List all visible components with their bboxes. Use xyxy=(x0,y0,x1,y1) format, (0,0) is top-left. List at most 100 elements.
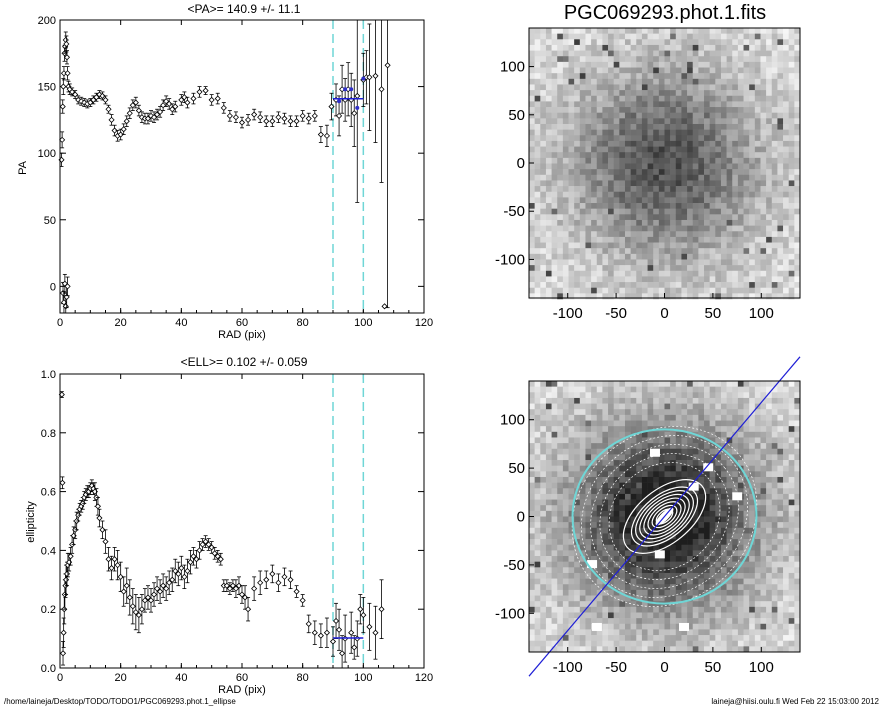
fits-image-pixel xyxy=(698,123,705,130)
fits-image-pixel xyxy=(658,84,665,91)
fits-image-pixel xyxy=(783,225,790,232)
ellipse-overlay-pixel xyxy=(602,465,609,472)
ellipse-overlay-pixel xyxy=(613,420,620,427)
fits-image-pixel xyxy=(664,157,671,164)
fits-image-pixel xyxy=(596,219,603,226)
fits-image-pixel xyxy=(692,214,699,221)
ellipse-overlay-pixel xyxy=(562,499,569,506)
ellipse-overlay-pixel xyxy=(675,595,682,602)
fits-image-pixel xyxy=(534,140,541,147)
ellipse-overlay-pixel xyxy=(529,460,535,466)
pa-point xyxy=(293,118,300,125)
fits-image-pixel xyxy=(596,84,603,91)
fits-image-pixel xyxy=(608,169,614,176)
fits-image-pixel xyxy=(698,101,705,108)
fits-image-pixel xyxy=(675,101,682,108)
fits-image-pixel xyxy=(579,180,586,187)
ellipse-overlay-pixel xyxy=(574,623,581,630)
fits-image-pixel xyxy=(540,197,547,204)
ellipse-overlay-pixel xyxy=(551,646,558,653)
fits-image-pixel xyxy=(749,253,756,260)
fits-image-pixel xyxy=(794,231,801,238)
fits-image-pixel xyxy=(732,287,739,294)
fits-image-pixel xyxy=(647,78,654,85)
ellipse-overlay-pixel xyxy=(562,595,569,602)
ellipse-overlay-pixel xyxy=(670,465,677,472)
fits-image-pixel xyxy=(574,163,581,170)
fits-image-pixel xyxy=(529,214,535,221)
fits-image-pixel xyxy=(562,101,569,108)
ellipse-overlay-pixel xyxy=(664,403,671,410)
ellipticity-point xyxy=(238,591,246,598)
fits-image-pixel xyxy=(591,197,598,204)
ellipse-overlay-pixel xyxy=(715,612,722,619)
fits-image-pixel xyxy=(608,33,614,40)
ellipticity-xtick-label: 20 xyxy=(115,672,127,684)
fits-image-pixel xyxy=(675,174,682,181)
fits-image-pixel xyxy=(754,197,761,204)
fits-image-pixel xyxy=(647,135,654,142)
fits-image-pixel xyxy=(636,90,643,97)
ellipse-overlay-pixel xyxy=(579,556,586,562)
fits-image-pixel xyxy=(788,287,795,294)
fits-image-pixel xyxy=(720,101,727,108)
fits-image-pixel xyxy=(619,118,626,125)
ellipse-overlay-pixel xyxy=(613,460,620,466)
ellipse-overlay-pixel xyxy=(608,539,614,546)
fits-image-pixel xyxy=(788,276,795,283)
fits-image-pixel xyxy=(636,180,643,187)
ellipse-overlay-pixel xyxy=(596,431,603,438)
ellipse-overlay-pixel xyxy=(630,420,637,427)
ellipse-overlay-pixel xyxy=(720,454,727,461)
ellipse-overlay-pixel xyxy=(692,578,699,585)
ellipse-overlay-pixel xyxy=(602,646,609,653)
ellipse-overlay-pixel xyxy=(596,392,603,399)
fits-image-pixel xyxy=(760,282,767,289)
ellipse-overlay-pixel xyxy=(534,539,541,546)
ellipse-overlay-pixel xyxy=(647,646,654,653)
fits-image-pixel xyxy=(557,107,564,113)
ellipse-overlay-pixel xyxy=(551,556,558,562)
fits-image-pixel xyxy=(636,219,643,226)
fits-image-pixel xyxy=(760,78,767,85)
fits-image-pixel xyxy=(613,129,620,136)
fits-image-pixel xyxy=(557,152,564,159)
ellipse-overlay-pixel xyxy=(636,426,643,433)
ellipse-overlay-pixel xyxy=(591,567,598,574)
ellipse-overlay-pixel xyxy=(675,567,682,574)
fits-image-pixel xyxy=(613,73,620,80)
fits-image-pixel xyxy=(726,90,733,97)
fits-image-ytick-label: -100 xyxy=(495,251,525,268)
ellipse-overlay-pixel xyxy=(681,516,688,523)
ellipse-overlay-pixel xyxy=(579,493,586,500)
ellipse-overlay-pixel xyxy=(529,505,535,512)
ellipse-overlay-pixel xyxy=(596,397,603,404)
ellipse-overlay-pixel xyxy=(709,618,716,625)
ellipse-overlay-pixel xyxy=(574,493,581,500)
fits-image-pixel xyxy=(529,259,535,266)
ellipse-overlay-pixel xyxy=(692,403,699,410)
ellipse-overlay-pixel xyxy=(596,381,603,387)
fits-image-pixel xyxy=(760,197,767,204)
fits-image-pixel xyxy=(557,197,564,204)
fits-image-pixel xyxy=(743,236,750,243)
fits-image-pixel xyxy=(687,253,694,260)
fits-image-pixel xyxy=(636,44,643,51)
fits-image-pixel xyxy=(608,152,614,159)
fits-image-pixel xyxy=(591,61,598,68)
fits-image-pixel xyxy=(743,169,750,176)
fits-image-pixel xyxy=(562,270,569,277)
fits-image-pixel xyxy=(540,95,547,102)
ellipticity-point xyxy=(169,576,176,583)
ellipse-overlay-pixel xyxy=(574,448,581,455)
fits-image-pixel xyxy=(664,225,671,232)
ellipse-overlay-pixel xyxy=(641,437,648,444)
fits-image-pixel xyxy=(720,259,727,266)
fits-image-pixel xyxy=(596,50,603,57)
ellipse-overlay-pixel xyxy=(545,578,552,585)
ellipse-overlay-pixel xyxy=(715,618,722,625)
ellipse-overlay-pixel xyxy=(681,493,688,500)
fits-image-pixel xyxy=(608,123,614,130)
fits-image-pixel xyxy=(771,95,778,102)
fits-image-pixel xyxy=(754,146,761,153)
